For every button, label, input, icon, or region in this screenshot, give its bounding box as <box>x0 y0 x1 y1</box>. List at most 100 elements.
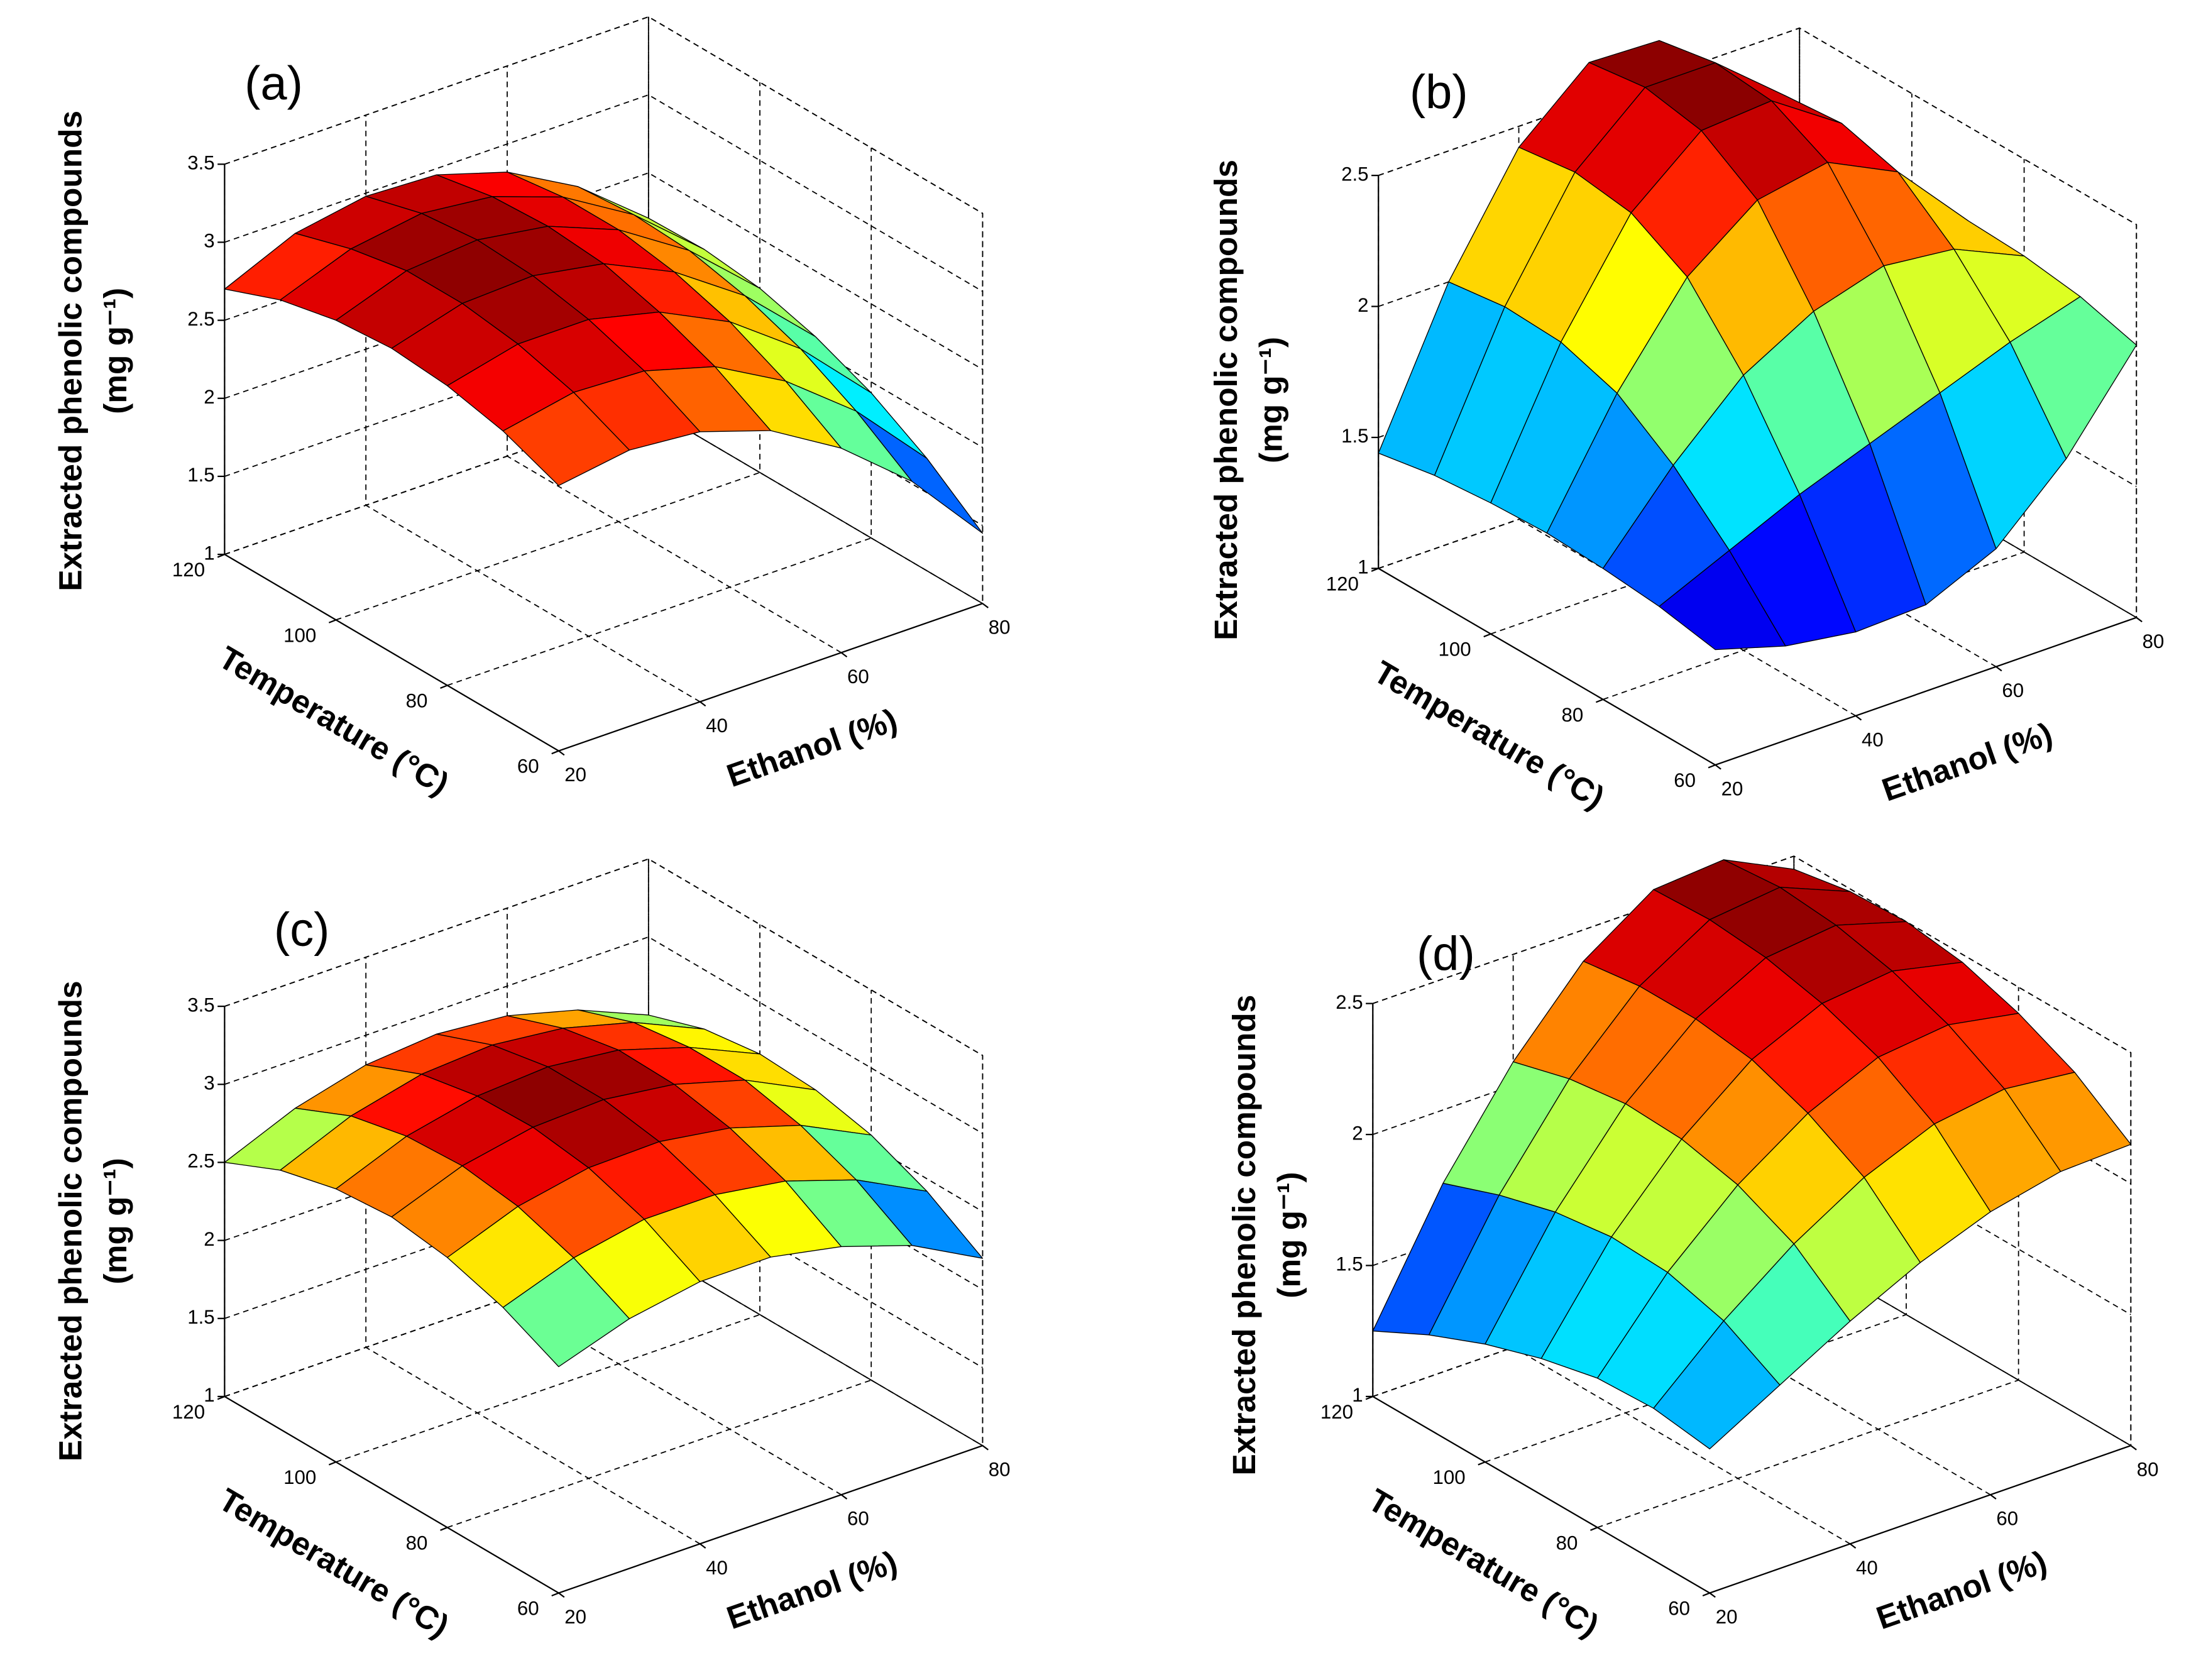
grid-line <box>224 406 983 604</box>
y-tick-label: 80 <box>406 690 428 712</box>
grid-line <box>224 94 983 292</box>
x-tick-label: 60 <box>847 1508 869 1530</box>
x-tick <box>2130 1445 2137 1451</box>
y-axis-label: Temperature (°C) <box>1363 1482 1605 1644</box>
surface-patch <box>855 410 984 534</box>
x-tick-label: 80 <box>989 617 1011 639</box>
grid-line <box>224 936 983 1134</box>
y-tick-label: 100 <box>1438 639 1471 661</box>
y-tick-label: 100 <box>283 624 316 646</box>
grid-line <box>336 82 760 621</box>
x-tick <box>1990 1494 1997 1500</box>
x-axis <box>1709 1445 2131 1594</box>
grid-line <box>447 148 872 686</box>
x-tick-label: 40 <box>1856 1557 1878 1579</box>
z-tick-label: 1.5 <box>187 464 214 486</box>
y-tick-label: 100 <box>283 1466 316 1488</box>
z-tick-label: 1.5 <box>187 1306 214 1328</box>
y-tick-label: 60 <box>1674 769 1696 791</box>
panel-title: (c) <box>274 903 330 957</box>
x-tick <box>558 750 565 756</box>
z-axis-unit: (mg g⁻¹) <box>97 1158 133 1284</box>
y-axis <box>1378 568 1716 766</box>
z-axis-unit: (mg g⁻¹) <box>1271 1172 1307 1298</box>
x-tick-label: 20 <box>564 1606 586 1628</box>
x-tick <box>840 652 848 657</box>
x-tick-label: 60 <box>2002 679 2024 701</box>
z-tick-label: 3.5 <box>187 152 214 174</box>
z-tick-label: 1.5 <box>1341 425 1368 447</box>
y-tick <box>1708 764 1716 769</box>
x-tick <box>1995 666 2002 672</box>
x-axis-label: Ethanol (%) <box>1877 716 2056 808</box>
y-tick <box>328 1461 336 1466</box>
z-tick-label: 2 <box>204 386 214 408</box>
y-tick-label: 120 <box>172 559 205 581</box>
z-axis-label: Extracted phenolic compounds <box>53 980 89 1461</box>
y-axis <box>1372 1395 1710 1594</box>
y-tick-label: 60 <box>1668 1598 1690 1620</box>
z-tick-label: 3.5 <box>187 994 214 1016</box>
surface-patch <box>502 1257 630 1368</box>
y-tick <box>328 619 336 623</box>
surface-patch <box>1659 550 1786 651</box>
z-tick-label: 1.5 <box>1336 1253 1363 1275</box>
z-tick-label: 2.5 <box>187 1150 214 1172</box>
x-axis <box>558 603 983 752</box>
x-tick-label: 20 <box>1721 777 1743 799</box>
x-axis-label: Ethanol (%) <box>1872 1544 2051 1636</box>
x-tick <box>1849 1543 1857 1549</box>
panel-title: (b) <box>1410 65 1468 119</box>
y-tick-label: 80 <box>1562 704 1584 726</box>
grid-line <box>224 250 983 448</box>
x-tick <box>840 1494 848 1500</box>
z-tick-label: 2 <box>1358 294 1368 316</box>
z-tick-label: 1 <box>1358 556 1368 578</box>
y-axis-label: Temperature (°C) <box>213 1481 455 1644</box>
z-tick-label: 2 <box>204 1228 214 1250</box>
z-axis-label: Extracted phenolic compounds <box>1226 995 1262 1476</box>
y-tick <box>440 684 448 689</box>
y-tick <box>1483 633 1491 638</box>
grid-line <box>224 1170 983 1368</box>
z-tick-label: 1 <box>204 542 214 564</box>
z-tick-label: 1 <box>1352 1384 1363 1406</box>
x-tick-label: 40 <box>1862 728 1884 750</box>
surface-patch <box>502 392 630 486</box>
y-tick-label: 120 <box>1326 573 1359 595</box>
x-tick-label: 20 <box>1716 1606 1738 1628</box>
panel-title: (a) <box>244 57 303 111</box>
z-tick-label: 1 <box>204 1384 214 1406</box>
x-tick <box>982 603 989 608</box>
x-tick <box>1709 1592 1716 1598</box>
y-tick <box>440 1527 448 1531</box>
z-axis-unit: (mg g⁻¹) <box>1253 337 1288 463</box>
x-axis <box>558 1445 983 1594</box>
surface-patch <box>1653 1320 1781 1449</box>
y-tick <box>1590 1527 1598 1531</box>
x-tick-label: 40 <box>706 715 728 737</box>
z-axis-label: Extracted phenolic compounds <box>53 111 89 591</box>
y-tick-label: 60 <box>517 1598 539 1620</box>
x-tick <box>982 1445 989 1451</box>
x-tick <box>700 1543 706 1549</box>
z-tick-label: 3 <box>204 230 214 252</box>
y-tick <box>1478 1461 1486 1466</box>
x-tick-label: 60 <box>847 666 869 688</box>
panel-title: (d) <box>1417 927 1475 980</box>
y-tick-label: 80 <box>1556 1532 1578 1554</box>
x-axis <box>1715 617 2137 766</box>
y-tick-label: 60 <box>517 755 539 777</box>
grid-line <box>224 328 983 526</box>
grid-line <box>224 1248 983 1446</box>
x-tick-label: 20 <box>564 764 586 786</box>
grid-line <box>1372 855 2131 1053</box>
y-axis <box>224 1395 559 1594</box>
x-tick-label: 80 <box>2137 1459 2159 1481</box>
z-tick-label: 2 <box>1352 1122 1363 1144</box>
